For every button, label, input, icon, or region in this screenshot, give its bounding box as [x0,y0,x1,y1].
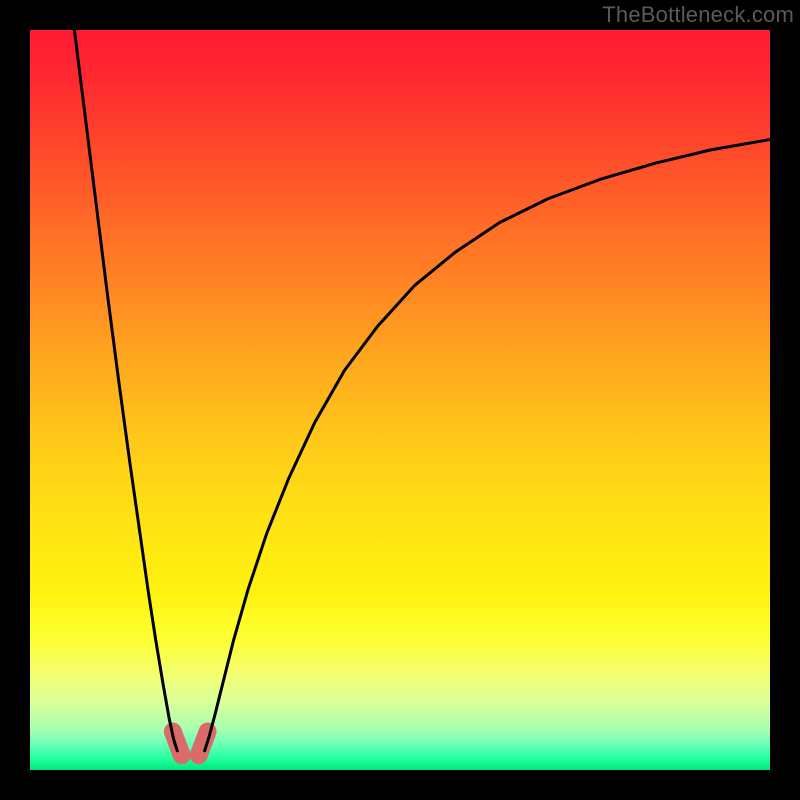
chart-root: TheBottleneck.com [0,0,800,800]
heatmap-gradient [30,30,770,770]
watermark-text: TheBottleneck.com [602,2,794,28]
chart-svg [0,0,800,800]
